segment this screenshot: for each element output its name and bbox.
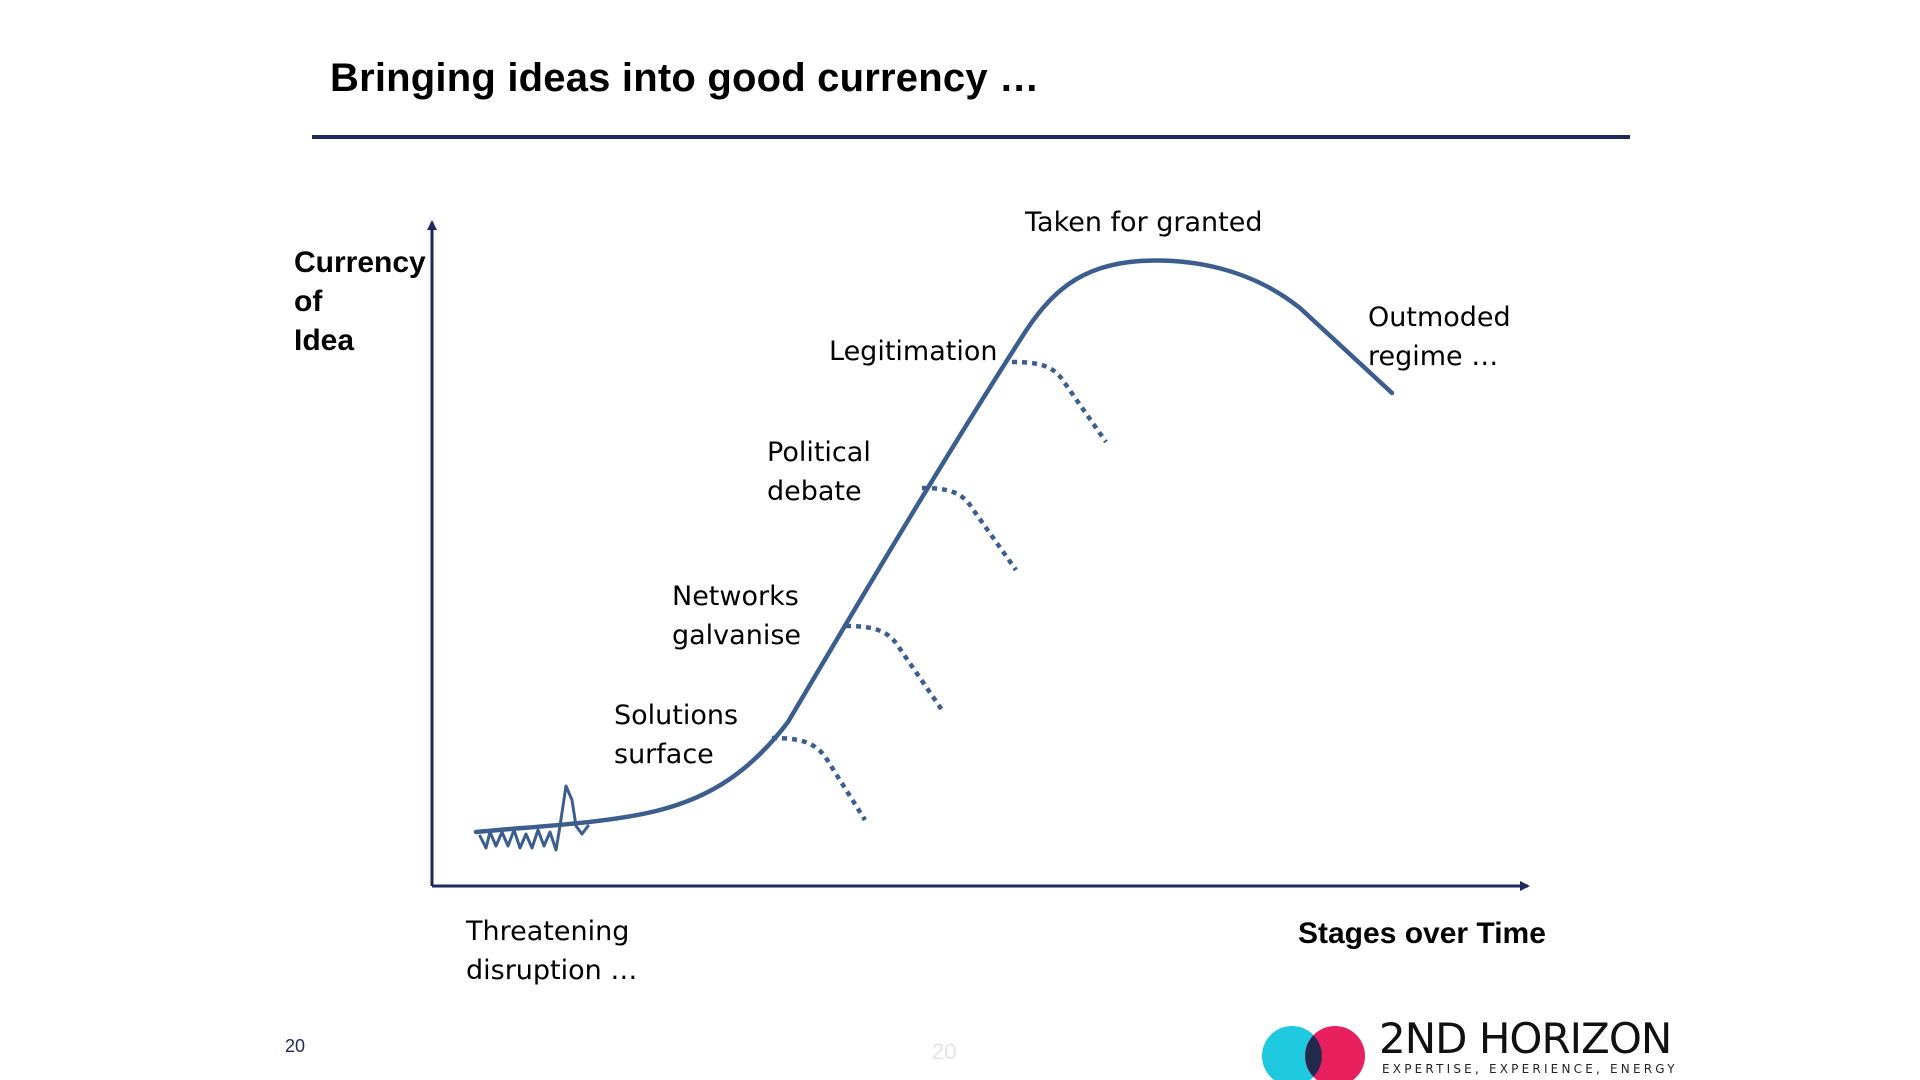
falloff-branch-legitimation xyxy=(1011,359,1108,444)
stage-label-taken-for-granted: Taken for granted xyxy=(1025,207,1263,238)
slide-number-faint: 20 xyxy=(932,1039,957,1064)
stage-label-threatening-line-2: disruption … xyxy=(466,955,638,986)
stage-label-political-line-2: debate xyxy=(767,476,862,507)
stage-label-solutions-line-1: Solutions xyxy=(614,700,739,731)
falloff-branch-networks xyxy=(845,623,944,712)
logo-name: 2ND HORIZON xyxy=(1379,1014,1672,1063)
stage-label-networks-line-1: Networks xyxy=(672,581,799,612)
disruption-squiggle xyxy=(478,784,590,852)
y-axis-label-line-2: of xyxy=(294,285,323,318)
y-axis-label-line-3: Idea xyxy=(294,324,355,357)
title-divider xyxy=(312,135,1630,139)
slide-number: 20 xyxy=(285,1036,306,1056)
slide-title: Bringing ideas into good currency … xyxy=(330,56,1040,100)
logo-tagline: EXPERTISE, EXPERIENCE, ENERGY xyxy=(1382,1062,1678,1076)
x-axis-label: Stages over Time xyxy=(1298,917,1546,950)
stage-label-legitimation: Legitimation xyxy=(829,336,998,367)
idea-currency-curve xyxy=(473,258,1395,835)
company-logo: 2ND HORIZON EXPERTISE, EXPERIENCE, ENERG… xyxy=(1255,1014,1678,1080)
stage-label-networks-line-2: galvanise xyxy=(672,620,802,651)
stage-label-solutions-line-2: surface xyxy=(614,739,714,770)
stage-label-outmoded-line-1: Outmoded xyxy=(1368,302,1511,333)
stage-label-outmoded-line-2: regime … xyxy=(1368,341,1499,372)
stage-label-threatening-line-1: Threatening xyxy=(466,916,630,947)
falloff-branch-solutions xyxy=(771,735,867,822)
logo-mark xyxy=(1262,1026,1365,1080)
falloff-branch-political xyxy=(921,485,1018,572)
y-axis-label-line-1: Currency xyxy=(294,246,426,279)
stage-label-political-line-1: Political xyxy=(767,437,871,468)
